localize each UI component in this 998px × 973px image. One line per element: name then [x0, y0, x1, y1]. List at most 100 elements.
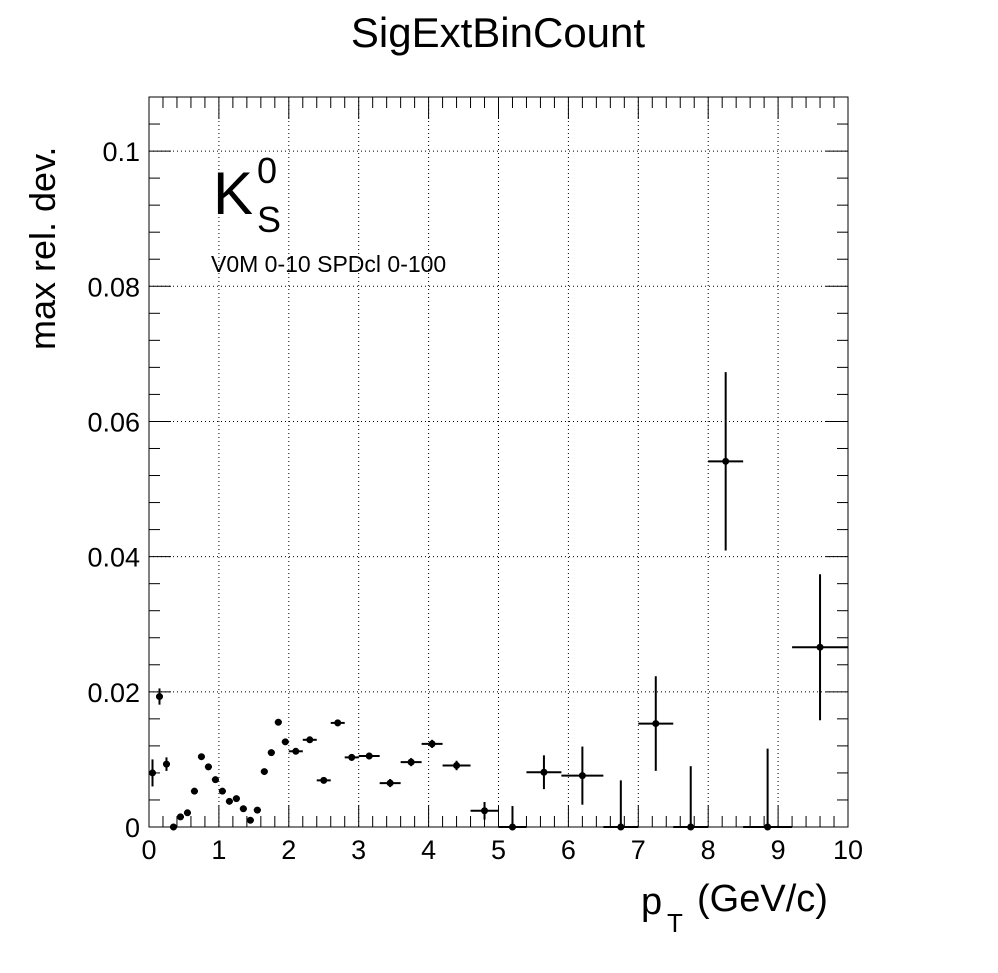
x-tick-label: 1	[211, 835, 226, 865]
data-marker	[197, 753, 205, 761]
data-marker	[190, 787, 198, 795]
selection-label: V0M 0-10 SPDcl 0-100	[211, 251, 446, 277]
data-marker	[218, 787, 226, 795]
particle-label-sub: S	[257, 199, 281, 240]
y-tick-label: 0.04	[87, 543, 140, 573]
data-point	[176, 813, 184, 821]
data-point	[358, 752, 380, 760]
data-point	[302, 736, 317, 744]
x-tick-label: 3	[351, 835, 366, 865]
x-tick-label: 7	[631, 835, 646, 865]
data-point	[246, 816, 254, 824]
y-tick-label: 0.06	[87, 407, 140, 437]
particle-label-sup: 0	[257, 150, 277, 191]
y-tick-label: 0.08	[87, 272, 140, 302]
data-point	[211, 776, 219, 784]
data-marker	[204, 763, 212, 771]
data-marker	[687, 823, 695, 831]
data-marker	[306, 736, 314, 744]
data-point	[792, 574, 848, 721]
data-point	[281, 738, 289, 746]
data-point	[344, 753, 359, 761]
data-marker	[578, 772, 586, 780]
data-marker	[246, 816, 254, 824]
data-point	[400, 758, 422, 767]
data-marker	[155, 693, 163, 701]
data-point	[421, 739, 443, 748]
chart-title: SigExtBinCount	[351, 9, 645, 56]
y-tick-label: 0.02	[87, 678, 140, 708]
x-tick-label: 8	[701, 835, 716, 865]
data-marker	[652, 720, 660, 728]
data-point	[204, 763, 212, 771]
data-marker	[148, 769, 156, 777]
x-tick-labels: 0 1 2 3 4 5 6 7 8 9 10	[141, 835, 863, 865]
data-marker	[348, 753, 356, 761]
x-tick-label: 6	[561, 835, 576, 865]
x-axis-title-subscript: T	[667, 908, 683, 938]
data-point	[218, 787, 226, 795]
data-marker	[508, 823, 516, 831]
data-point	[267, 749, 275, 757]
data-marker	[253, 806, 261, 814]
data-point	[253, 806, 261, 814]
data-marker	[334, 719, 342, 727]
y-tick-label: 0.1	[102, 137, 140, 167]
data-marker	[540, 768, 548, 776]
data-point	[197, 753, 205, 761]
data-point	[260, 768, 268, 776]
data-point	[274, 718, 282, 726]
data-point	[225, 797, 233, 805]
data-marker	[481, 807, 489, 815]
data-point	[155, 688, 163, 705]
data-point	[183, 809, 191, 817]
data-marker	[428, 740, 436, 748]
data-point	[169, 823, 177, 831]
data-marker	[211, 776, 219, 784]
data-marker	[386, 779, 394, 787]
x-tick-label: 5	[491, 835, 506, 865]
data-point	[288, 747, 303, 755]
data-marker	[365, 752, 373, 760]
grid	[149, 97, 848, 827]
data-point	[379, 779, 401, 788]
data-marker	[169, 823, 177, 831]
data-point	[232, 795, 240, 803]
x-axis-title-unit: (GeV/c)	[697, 878, 828, 920]
y-tick-labels: 0 0.02 0.04 0.06 0.08 0.1	[87, 137, 140, 843]
data-marker	[162, 760, 170, 768]
data-point	[708, 372, 744, 551]
data-marker	[225, 797, 233, 805]
x-axis-title-symbol: p	[641, 881, 662, 923]
x-tick-label: 10	[833, 835, 863, 865]
data-marker	[816, 643, 824, 651]
x-tick-label: 2	[281, 835, 296, 865]
data-point	[743, 748, 793, 831]
data-point	[526, 755, 562, 790]
data-marker	[274, 718, 282, 726]
data-marker	[232, 795, 240, 803]
data-point	[470, 801, 499, 820]
data-point	[561, 746, 604, 805]
data-marker	[407, 758, 415, 766]
data-point	[442, 760, 471, 771]
data-marker	[764, 823, 772, 831]
x-tick-label: 9	[771, 835, 786, 865]
y-axis-title: max rel. dev.	[22, 147, 63, 350]
data-point	[239, 805, 247, 813]
data-point	[330, 719, 345, 727]
data-marker	[267, 749, 275, 757]
data-marker	[453, 761, 461, 769]
data-marker	[183, 809, 191, 817]
data-point	[638, 676, 674, 771]
data-marker	[176, 813, 184, 821]
data-marker	[292, 747, 300, 755]
data-point	[673, 766, 709, 831]
data-marker	[320, 776, 328, 784]
data-points	[148, 372, 848, 831]
particle-label-base: K	[213, 160, 253, 227]
data-point	[498, 806, 527, 831]
x-tick-label: 0	[141, 835, 156, 865]
data-marker	[239, 805, 247, 813]
